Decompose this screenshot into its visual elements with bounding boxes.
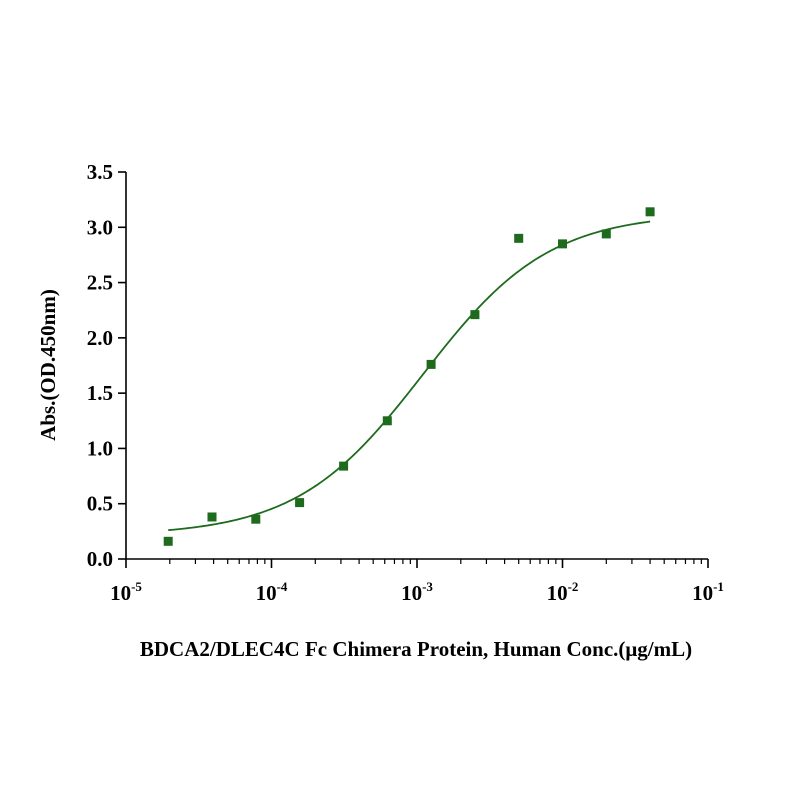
x-tick-label: 10-2: [547, 579, 579, 605]
x-tick-label: 10-4: [256, 579, 288, 605]
x-tick-label: 10-1: [692, 579, 724, 605]
data-point: [339, 461, 349, 471]
data-point: [470, 310, 480, 320]
x-tick-label: 10-5: [110, 579, 142, 605]
y-tick-label: 1.5: [87, 381, 113, 405]
data-point: [426, 359, 436, 369]
data-points: [163, 207, 655, 546]
data-point: [514, 233, 524, 243]
y-tick-label: 1.0: [87, 436, 113, 460]
axes: [125, 172, 708, 560]
fit-curve-layer: [168, 220, 651, 532]
y-tick-label: 2.5: [87, 271, 113, 295]
data-point: [295, 498, 305, 508]
y-tick-label: 3.5: [87, 160, 113, 184]
x-ticks: 10-5 10-4 10-3 10-2 10-1: [110, 559, 724, 605]
data-point: [251, 514, 261, 524]
y-ticks: 0.0 0.5 1.0 1.5 2.0 2.5 3.0 3.5: [87, 160, 126, 571]
data-point: [601, 229, 611, 239]
x-tick-label: 10-3: [401, 579, 433, 605]
y-tick-label: 2.0: [87, 326, 113, 350]
x-axis-label: BDCA2/DLEC4C Fc Chimera Protein, Human C…: [140, 637, 692, 661]
data-point: [207, 512, 217, 522]
y-tick-label: 0.0: [87, 547, 113, 571]
data-point: [558, 239, 567, 249]
y-axis-label: Abs.(OD.450nm): [36, 289, 60, 441]
fit-curve: [168, 220, 651, 532]
y-tick-label: 3.0: [87, 215, 113, 239]
data-point: [163, 536, 173, 546]
data-point: [382, 416, 392, 426]
data-point: [645, 207, 655, 217]
y-tick-label: 0.5: [87, 492, 113, 516]
